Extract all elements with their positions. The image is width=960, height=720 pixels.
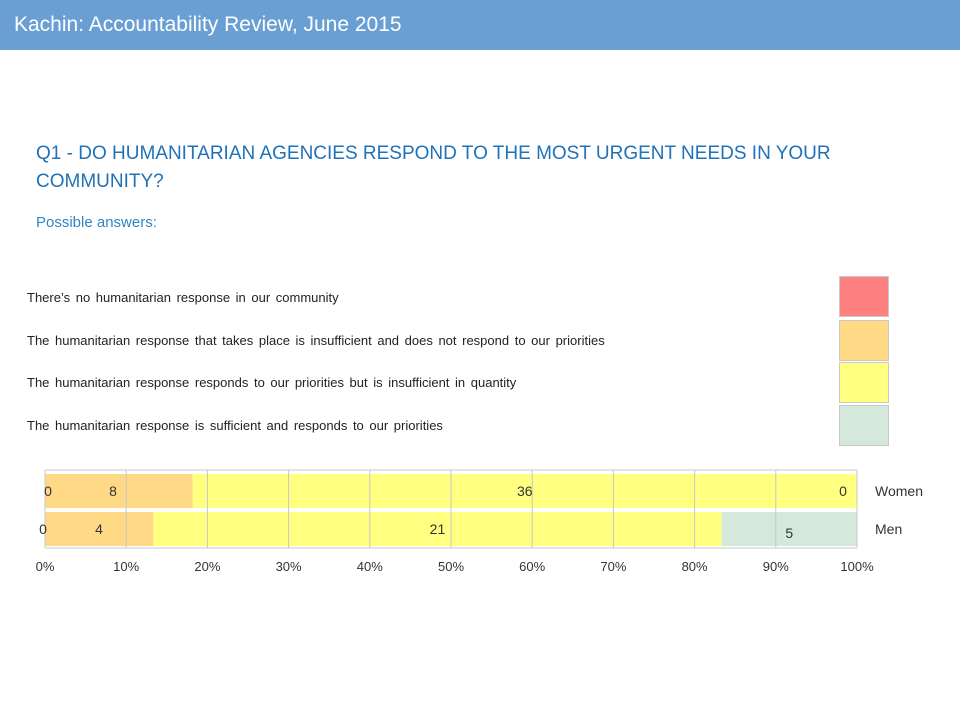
data-label-men-1: 4 — [95, 521, 103, 537]
legend-swatch-insufficient-not-priorities — [839, 320, 889, 361]
x-tick-label: 80% — [682, 559, 708, 574]
data-label-men-3: 5 — [785, 525, 793, 541]
header-bar: Kachin: Accountability Review, June 2015 — [0, 0, 960, 50]
data-label-women-1: 8 — [109, 483, 117, 499]
x-tick-label: 50% — [438, 559, 464, 574]
x-tick-label: 20% — [194, 559, 220, 574]
data-label-men-2: 21 — [430, 521, 446, 537]
bar-segment-men-1 — [45, 512, 154, 546]
bar-segment-men-3 — [721, 512, 857, 546]
question-title: Q1 - DO HUMANITARIAN AGENCIES RESPOND TO… — [36, 143, 831, 192]
possible-answers-label: Possible answers: — [36, 214, 157, 231]
header-title: Kachin: Accountability Review, June 2015 — [14, 13, 402, 36]
x-tick-label: 0% — [36, 559, 55, 574]
data-label-women-0: 0 — [44, 483, 52, 499]
data-label-men-0: 0 — [39, 521, 47, 537]
answer-label-priorities-insufficient-quantity: The humanitarian response responds to ou… — [27, 375, 517, 390]
x-tick-label: 40% — [357, 559, 383, 574]
category-label-women: Women — [875, 483, 923, 499]
answer-label-no-response: There’s no humanitarian response in our … — [27, 290, 339, 305]
x-tick-label: 90% — [763, 559, 789, 574]
bar-segment-women-1 — [45, 474, 193, 508]
answer-label-sufficient: The humanitarian response is sufficient … — [27, 418, 443, 433]
legend-swatch-priorities-insufficient-quantity — [839, 362, 889, 403]
data-label-women-3: 0 — [839, 483, 847, 499]
category-label-men: Men — [875, 521, 902, 537]
x-tick-label: 30% — [276, 559, 302, 574]
data-label-women-2: 36 — [517, 483, 533, 499]
x-tick-label: 10% — [113, 559, 139, 574]
x-tick-label: 100% — [840, 559, 874, 574]
bar-segment-women-2 — [192, 474, 858, 508]
legend-swatch-sufficient — [839, 405, 889, 446]
legend-swatch-no-response — [839, 276, 889, 317]
x-tick-label: 70% — [600, 559, 626, 574]
answer-label-insufficient-not-priorities: The humanitarian response that takes pla… — [27, 333, 605, 348]
bar-segment-men-2 — [153, 512, 722, 546]
x-tick-label: 60% — [519, 559, 545, 574]
